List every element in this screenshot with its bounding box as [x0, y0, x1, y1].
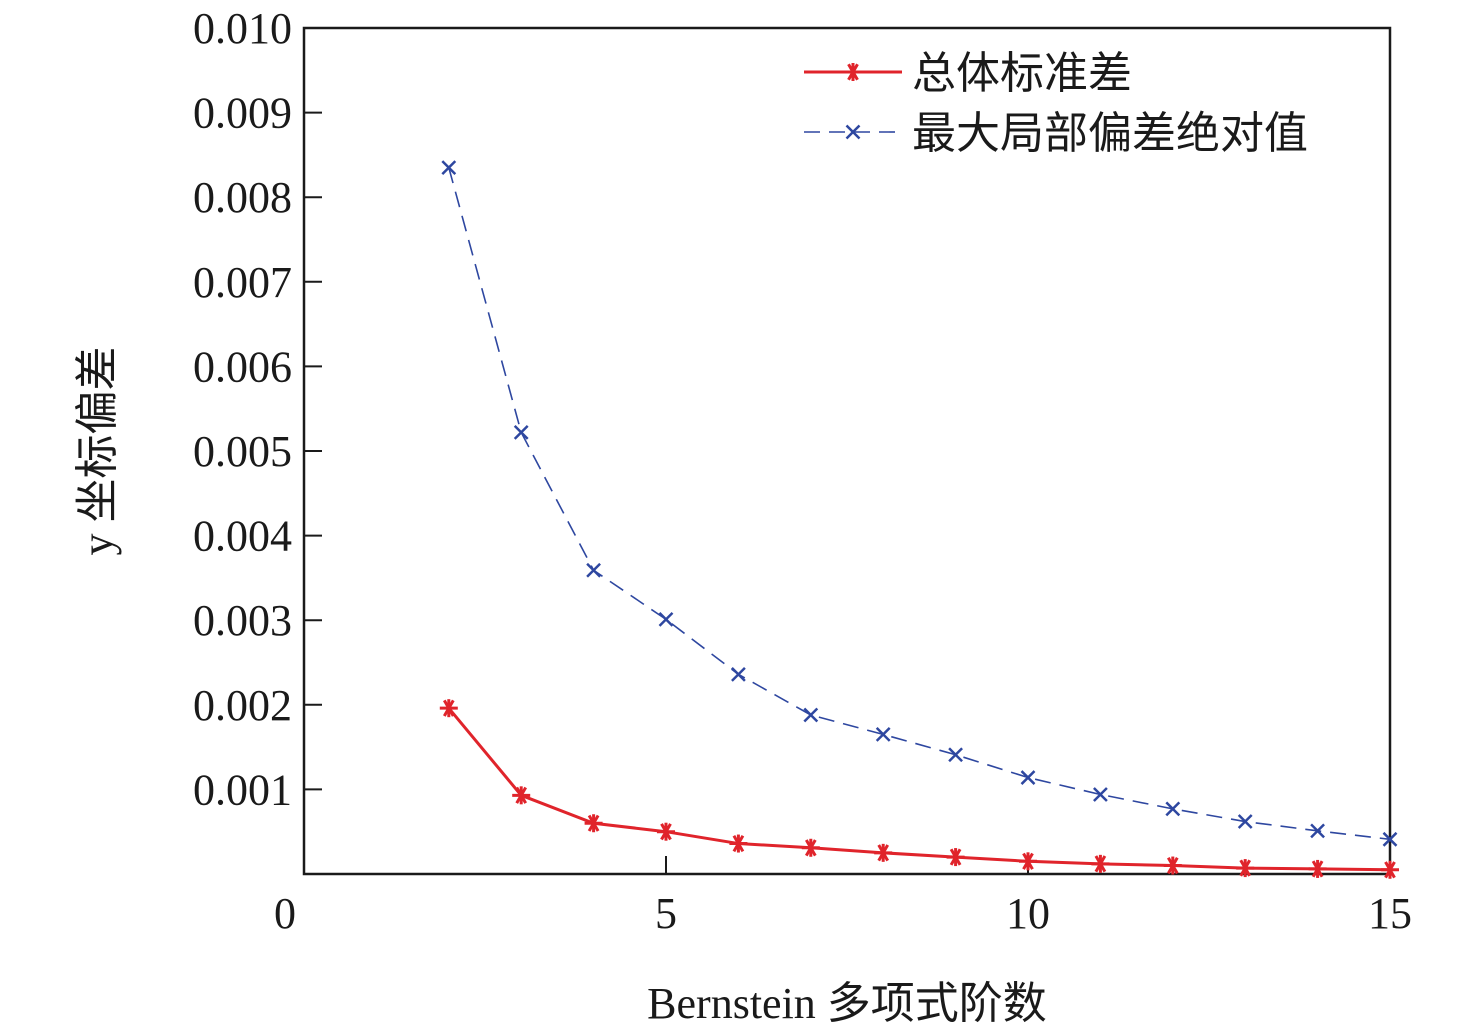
series-line-2: [448, 167, 1391, 841]
x-axis: 0 5 10 15: [274, 856, 1412, 938]
x-tick-label: 0: [274, 889, 296, 938]
asterisk-marker: [801, 838, 820, 857]
x-axis-title: Bernstein 多项式阶数: [647, 979, 1047, 1028]
x-marker: [586, 562, 601, 578]
x-tick-label: 15: [1368, 889, 1412, 938]
x-marker: [803, 707, 819, 723]
y-tick-label: 0.003: [193, 596, 292, 645]
x-marker: [513, 425, 529, 440]
asterisk-marker: [657, 822, 675, 841]
series-line-1: [447, 707, 1391, 872]
asterisk-marker: [1019, 852, 1037, 871]
y-tick-label: 0.001: [193, 765, 292, 814]
x-marker: [1165, 801, 1181, 817]
legend-label-1: 总体标准差: [912, 49, 1132, 98]
x-marker: [1237, 814, 1253, 829]
x-marker: [1382, 831, 1398, 847]
y-tick-label: 0.007: [193, 258, 292, 307]
asterisk-marker: [1236, 859, 1255, 878]
x-marker: [731, 666, 746, 682]
y-tick-label: 0.005: [193, 427, 292, 476]
x-marker: [1093, 787, 1108, 802]
y-tick-label: 0.008: [193, 173, 292, 222]
asterisk-marker: [584, 814, 603, 833]
legend-label-2: 最大局部偏差绝对值: [912, 109, 1308, 158]
asterisk-marker: [512, 786, 531, 805]
y-axis-title: y 坐标偏差: [73, 347, 122, 556]
y-tick-label: 0.004: [193, 512, 292, 561]
asterisk-marker: [874, 843, 893, 862]
asterisk-marker: [844, 63, 862, 81]
x-marker: [441, 160, 457, 175]
asterisk-marker: [729, 834, 748, 853]
x-marker: [948, 747, 963, 763]
x-marker: [1020, 770, 1036, 785]
series-layer: [439, 160, 1399, 879]
y-tick-label: 0.010: [193, 4, 292, 53]
asterisk-marker: [1091, 854, 1110, 873]
y-axis: 0.001 0.002 0.003 0.004 0.005 0.006 0.007 0.008…: [193, 4, 322, 814]
asterisk-marker: [1308, 859, 1327, 878]
x-tick-label: 5: [655, 889, 677, 938]
x-marker: [845, 124, 861, 140]
x-marker: [875, 727, 891, 742]
y-tick-label: 0.009: [193, 89, 292, 138]
y-tick-label: 0.002: [193, 681, 292, 730]
asterisk-marker: [1163, 856, 1182, 875]
asterisk-marker: [946, 848, 965, 867]
x-marker: [658, 611, 674, 627]
x-tick-label: 10: [1006, 889, 1050, 938]
y-tick-label: 0.006: [193, 342, 292, 391]
asterisk-marker: [439, 699, 458, 718]
x-marker: [1310, 823, 1325, 839]
asterisk-marker: [1381, 860, 1399, 879]
